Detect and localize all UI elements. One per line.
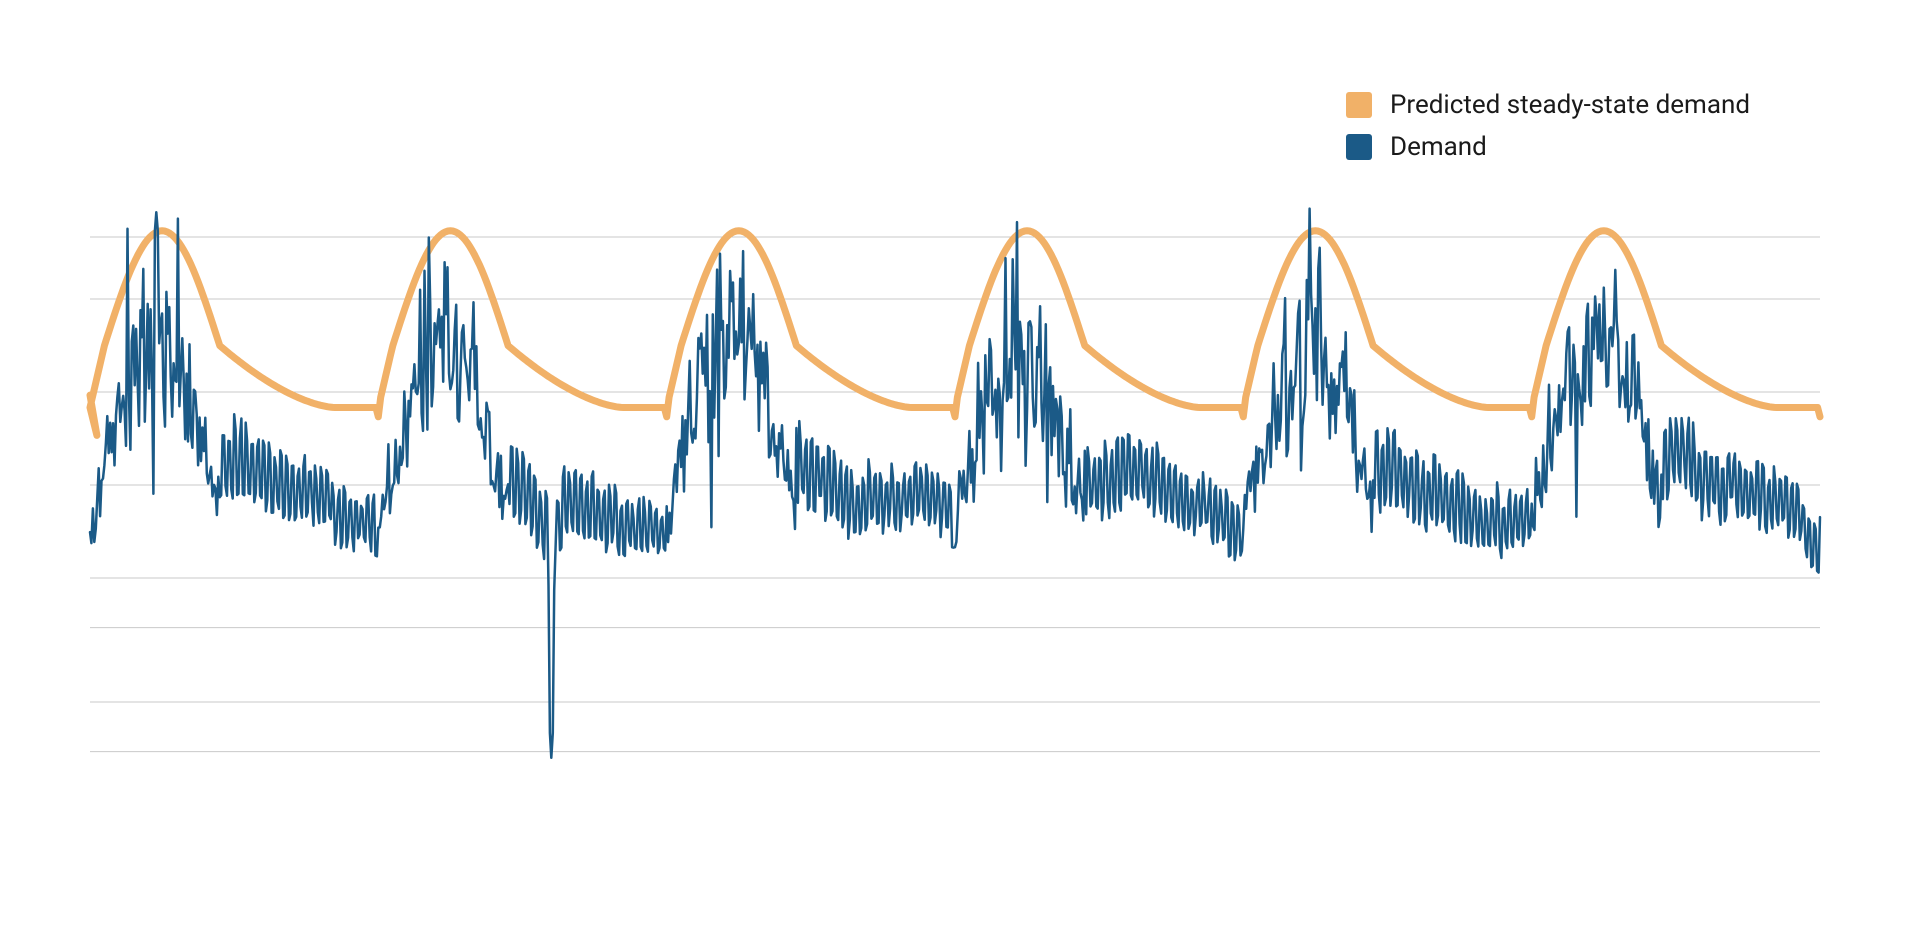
legend-item-demand: Demand [1346,132,1750,162]
demand-chart: Predicted steady-state demand Demand [0,0,1920,939]
legend-label-demand: Demand [1390,132,1487,162]
legend-item-predicted: Predicted steady-state demand [1346,90,1750,120]
legend-label-predicted: Predicted steady-state demand [1390,90,1750,120]
chart-legend: Predicted steady-state demand Demand [1346,90,1750,162]
legend-swatch-demand [1346,134,1372,160]
legend-swatch-predicted [1346,92,1372,118]
